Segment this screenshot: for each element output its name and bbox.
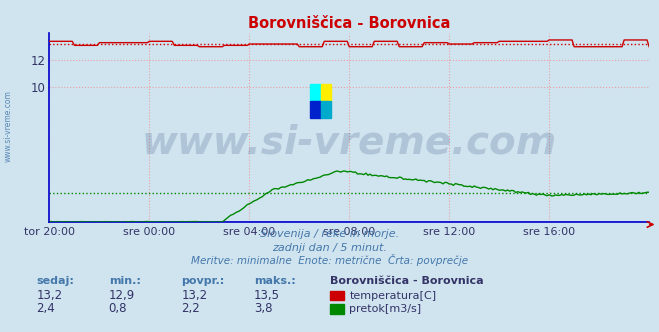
Text: 2,4: 2,4 <box>36 302 55 315</box>
Text: 13,2: 13,2 <box>181 289 208 302</box>
Bar <box>310 84 321 101</box>
Text: 13,2: 13,2 <box>36 289 63 302</box>
Text: sedaj:: sedaj: <box>36 276 74 286</box>
Text: zadnji dan / 5 minut.: zadnji dan / 5 minut. <box>272 243 387 253</box>
Bar <box>310 101 321 118</box>
Title: Borovniščica - Borovnica: Borovniščica - Borovnica <box>248 16 451 31</box>
Bar <box>321 101 331 118</box>
Bar <box>321 84 331 101</box>
Text: povpr.:: povpr.: <box>181 276 225 286</box>
Text: 2,2: 2,2 <box>181 302 200 315</box>
Text: min.:: min.: <box>109 276 140 286</box>
Text: maks.:: maks.: <box>254 276 295 286</box>
Text: pretok[m3/s]: pretok[m3/s] <box>349 304 421 314</box>
Text: www.si-vreme.com: www.si-vreme.com <box>142 124 557 162</box>
Text: Meritve: minimalne  Enote: metrične  Črta: povprečje: Meritve: minimalne Enote: metrične Črta:… <box>191 254 468 266</box>
Text: temperatura[C]: temperatura[C] <box>349 291 436 301</box>
Text: www.si-vreme.com: www.si-vreme.com <box>3 90 13 162</box>
Text: 0,8: 0,8 <box>109 302 127 315</box>
Text: 13,5: 13,5 <box>254 289 279 302</box>
Text: Borovniščica - Borovnica: Borovniščica - Borovnica <box>330 276 483 286</box>
Text: Slovenija / reke in morje.: Slovenija / reke in morje. <box>260 229 399 239</box>
Text: 12,9: 12,9 <box>109 289 135 302</box>
Text: 3,8: 3,8 <box>254 302 272 315</box>
